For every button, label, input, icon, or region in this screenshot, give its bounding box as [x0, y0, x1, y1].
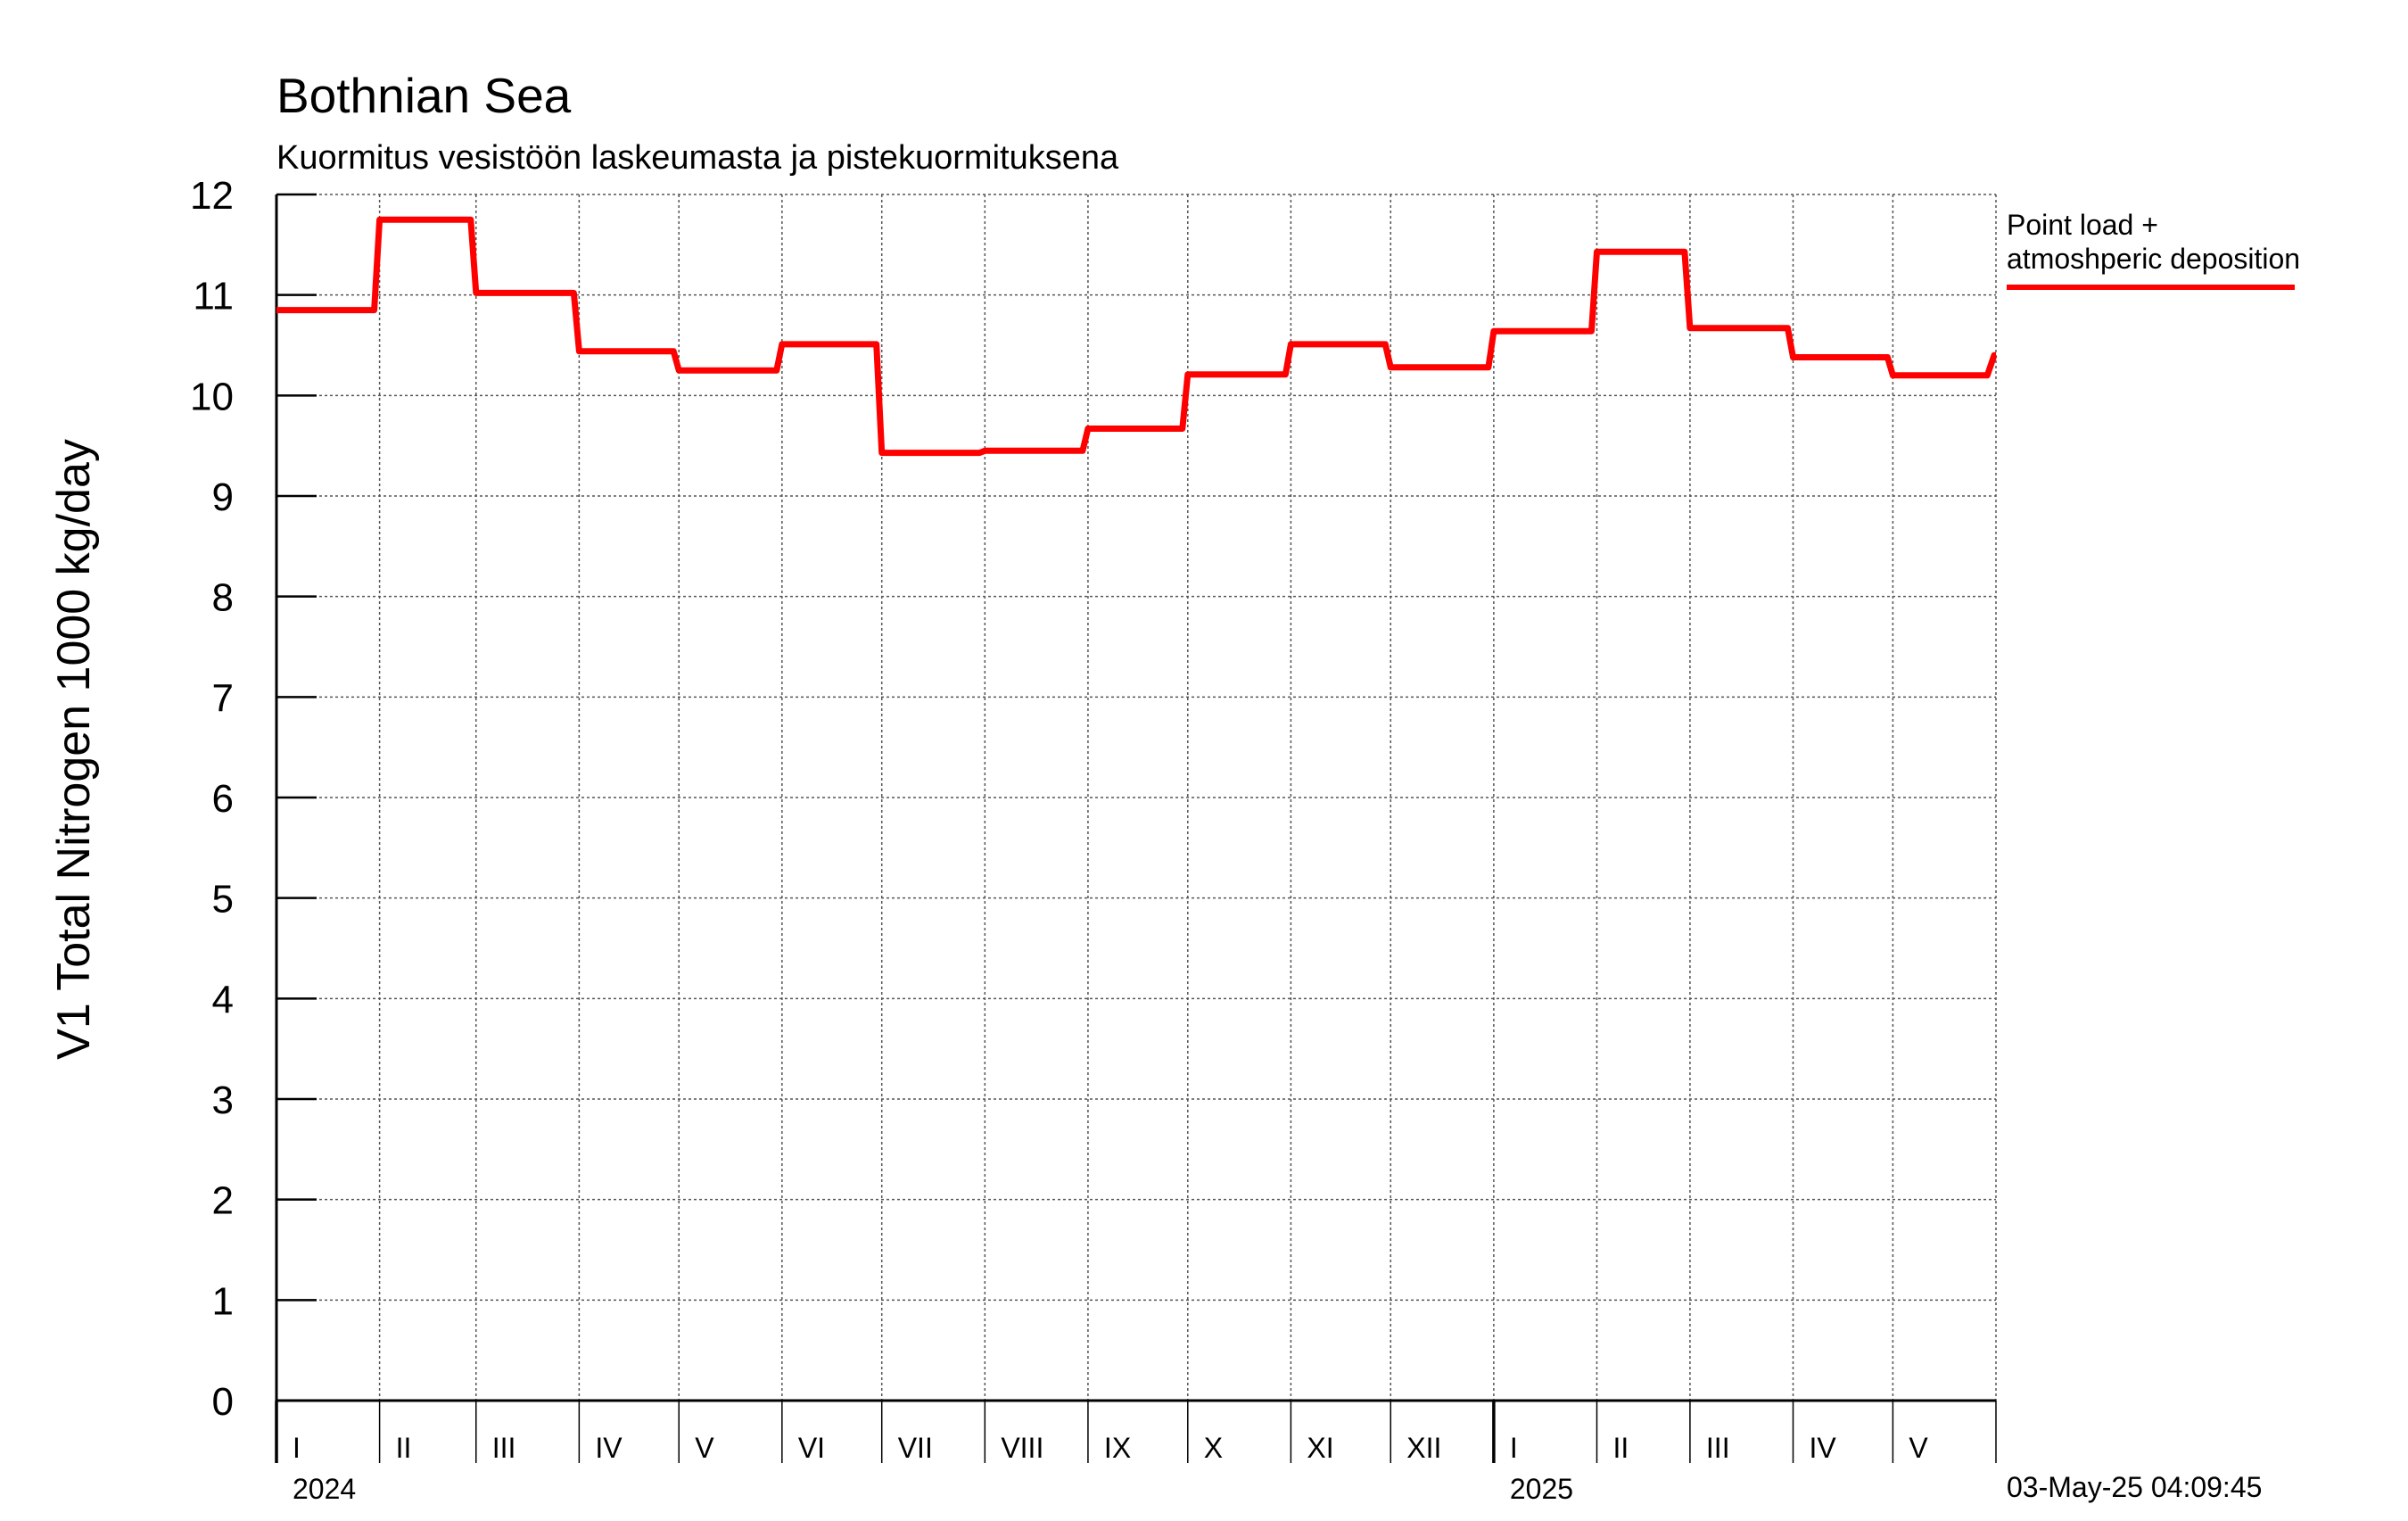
month-label: III: [1706, 1432, 1730, 1464]
y-tick-label: 0: [212, 1380, 234, 1424]
y-tick-label: 11: [193, 275, 234, 318]
month-label: VIII: [1001, 1432, 1043, 1464]
y-tick-label: 12: [190, 174, 234, 218]
y-tick-label: 7: [212, 676, 234, 720]
month-label: IV: [595, 1432, 623, 1464]
y-tick-label: 8: [212, 576, 234, 620]
y-axis-label: V1 Total Nitrogen 1000 kg/day: [48, 439, 100, 1060]
timestamp: 03-May-25 04:09:45: [2007, 1471, 2262, 1503]
month-label: XII: [1406, 1432, 1441, 1464]
y-tick-label: 2: [212, 1179, 234, 1223]
month-label: XI: [1307, 1432, 1333, 1464]
y-tick-label: 6: [212, 777, 234, 821]
month-label: V: [1909, 1432, 1928, 1464]
y-tick-label: 5: [212, 878, 234, 922]
month-label: II: [1612, 1432, 1629, 1464]
month-label: IV: [1810, 1432, 1837, 1464]
month-label: VII: [898, 1432, 933, 1464]
year-label: 2025: [1510, 1473, 1573, 1505]
month-label: I: [293, 1432, 301, 1464]
legend-label-line: Point load +: [2007, 209, 2158, 241]
y-tick-label: 9: [212, 475, 234, 519]
chart-subtitle: Kuormitus vesistöön laskeumasta ja piste…: [276, 139, 1119, 177]
month-label: I: [1510, 1432, 1518, 1464]
legend-label: Point load + atmoshperic deposition: [2007, 209, 2300, 275]
month-label: III: [492, 1432, 516, 1464]
series-layer: [276, 216, 1998, 457]
chart-title: Bothnian Sea: [276, 68, 572, 123]
month-label: VI: [798, 1432, 825, 1464]
grid: [276, 194, 1997, 1401]
y-tick-label: 4: [212, 978, 234, 1021]
month-label: X: [1204, 1432, 1223, 1464]
legend: Point load + atmoshperic deposition: [2007, 209, 2300, 290]
month-label: IX: [1104, 1432, 1131, 1464]
month-label: II: [396, 1432, 412, 1464]
legend-label-line: atmoshperic deposition: [2007, 243, 2300, 275]
month-label: V: [695, 1432, 714, 1464]
series-line: [276, 216, 1998, 457]
y-tick-label: 3: [212, 1079, 234, 1122]
year-label: 2024: [293, 1473, 356, 1505]
y-tick-label: 10: [190, 375, 234, 418]
y-tick-label: 1: [212, 1279, 234, 1323]
